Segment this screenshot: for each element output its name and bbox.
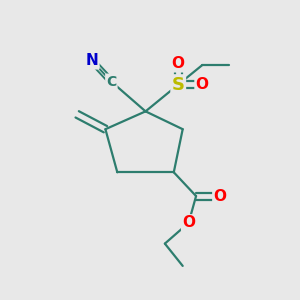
Text: S: S bbox=[172, 76, 185, 94]
Text: O: O bbox=[172, 56, 185, 71]
Text: N: N bbox=[86, 53, 98, 68]
Text: O: O bbox=[182, 215, 195, 230]
Text: O: O bbox=[213, 189, 226, 204]
Text: O: O bbox=[196, 77, 208, 92]
Text: C: C bbox=[106, 75, 116, 88]
